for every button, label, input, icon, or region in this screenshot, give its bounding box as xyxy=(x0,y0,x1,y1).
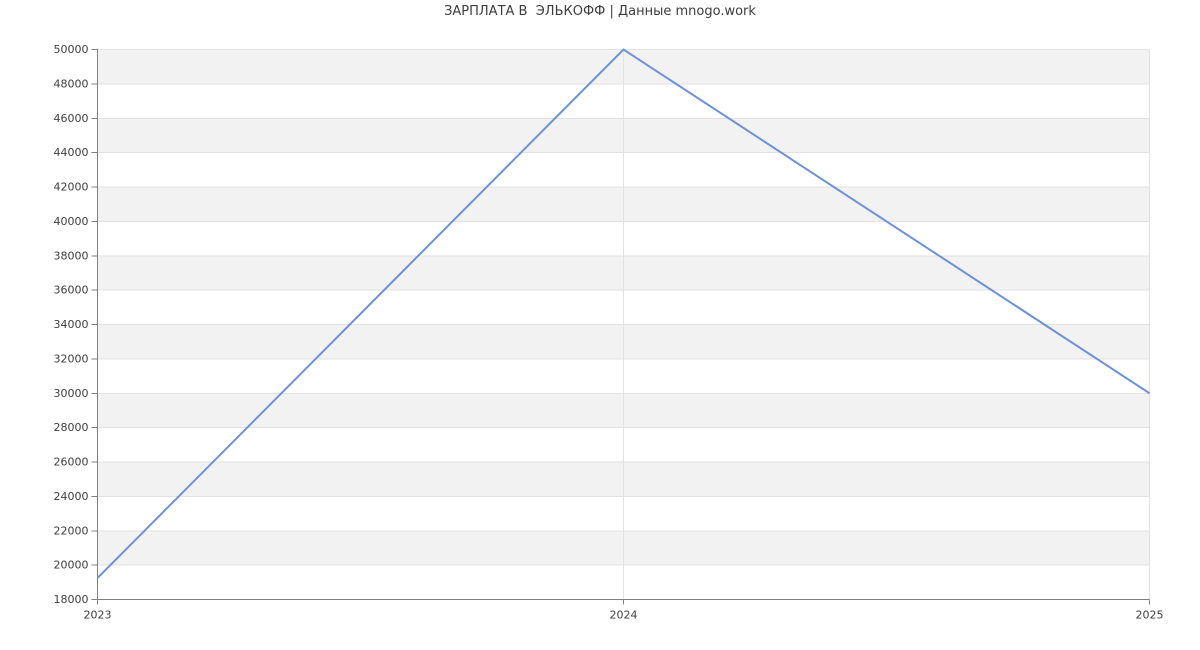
y-tick-label: 28000 xyxy=(54,421,89,434)
y-tick-label: 46000 xyxy=(54,112,89,125)
y-tick-label: 20000 xyxy=(54,559,89,572)
y-tick-label: 26000 xyxy=(54,456,89,469)
y-tick-label: 30000 xyxy=(54,387,89,400)
y-tick-label: 50000 xyxy=(54,43,89,56)
salary-line xyxy=(96,48,1151,579)
y-tick-label: 36000 xyxy=(54,284,89,297)
y-tick-label: 22000 xyxy=(54,524,89,537)
y-tick-label: 34000 xyxy=(54,318,89,331)
y-tick-label: 18000 xyxy=(54,593,89,606)
chart-title: ЗАРПЛАТА В ЭЛЬКОФФ | Данные mnogo.work xyxy=(444,4,756,19)
y-tick-label: 24000 xyxy=(54,490,89,503)
y-tick-label: 48000 xyxy=(54,77,89,90)
y-tick-label: 42000 xyxy=(54,181,89,194)
y-tick-label: 32000 xyxy=(54,352,89,365)
y-tick-label: 40000 xyxy=(54,215,89,228)
x-tick-label: 2024 xyxy=(610,609,638,622)
x-tick-label: 2025 xyxy=(1136,609,1164,622)
y-tick-label: 44000 xyxy=(54,146,89,159)
x-tick-label: 2023 xyxy=(84,609,112,622)
y-tick-label: 38000 xyxy=(54,249,89,262)
